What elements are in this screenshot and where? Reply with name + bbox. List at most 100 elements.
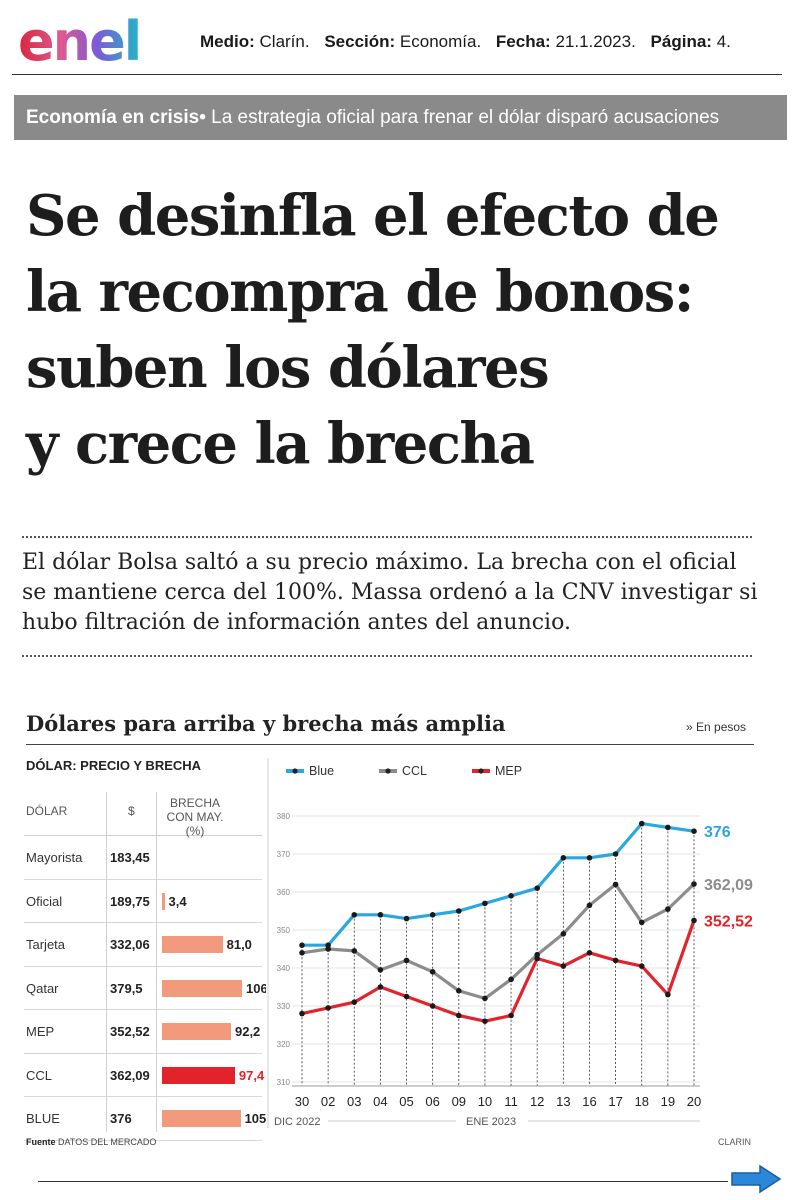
- brecha-bar: [162, 1110, 241, 1127]
- table-row: MEP 352,52 92,2: [24, 1010, 262, 1054]
- brecha-bar: [162, 979, 242, 997]
- brecha-bar: [162, 1066, 235, 1084]
- y-tick-label: 380: [277, 812, 291, 821]
- table-header: DÓLAR $ BRECHA CON MAY. (%): [24, 786, 262, 838]
- lead-paragraph: El dólar Bolsa saltó a su precio máximo.…: [22, 550, 758, 635]
- banner-section: Economía en crisis: [26, 107, 200, 128]
- data-point: [325, 1005, 331, 1011]
- dotted-divider: [22, 536, 752, 538]
- source-note: Fuente DATOS DEL MERCADO: [26, 1137, 157, 1147]
- data-point: [429, 969, 436, 975]
- data-point: [377, 967, 384, 973]
- data-point: [586, 902, 593, 909]
- data-point: [691, 917, 697, 924]
- dolar-price: 189,75: [110, 893, 150, 909]
- data-point: [665, 991, 671, 998]
- legend-marker: [385, 768, 391, 774]
- data-point: [482, 1018, 488, 1024]
- data-point: [299, 942, 305, 948]
- data-point: [456, 908, 462, 914]
- x-tick-label: 10: [478, 1094, 492, 1109]
- period-label: ENE 2023: [466, 1116, 516, 1128]
- headline: Se desinfla el efecto de la recompra de …: [26, 183, 720, 477]
- data-point: [612, 851, 619, 857]
- x-tick-label: 05: [399, 1094, 413, 1109]
- infographic-title: Dólares para arriba y brecha más amplia: [26, 711, 506, 736]
- brecha-value: 81,0: [226, 937, 252, 952]
- banner-text: La estrategia oficial para frenar el dól…: [211, 107, 720, 128]
- table-row: Qatar 379,5 106,9: [24, 967, 279, 1010]
- brecha-value: 92,2: [234, 1024, 261, 1039]
- data-point: [429, 1003, 436, 1009]
- data-point: [377, 984, 384, 990]
- dolar-name: Tarjeta: [26, 937, 66, 952]
- data-point: [429, 912, 436, 918]
- data-point: [482, 900, 488, 907]
- x-tick-label: 19: [661, 1094, 675, 1109]
- data-point: [482, 995, 488, 1002]
- dolar-price: 362,09: [110, 1067, 150, 1083]
- end-value-label: 362,09: [704, 877, 753, 894]
- table-row: CCL 362,09 97,4: [24, 1054, 265, 1097]
- dolar-price: 332,06: [110, 937, 150, 952]
- data-point: [665, 906, 671, 912]
- data-point: [612, 881, 619, 888]
- data-point: [403, 993, 410, 1000]
- dolar-name: Qatar: [26, 980, 59, 996]
- y-tick-label: 350: [277, 926, 291, 935]
- legend-label: CCL: [402, 764, 427, 778]
- column-divider: [106, 792, 107, 1132]
- price-table: DÓLAR $ BRECHA CON MAY. (%) Mayorista 183…: [24, 786, 279, 1141]
- x-tick-label: 09: [452, 1094, 466, 1109]
- legend-label: MEP: [495, 764, 522, 778]
- x-tick-label: 13: [556, 1094, 570, 1109]
- x-tick-label: 18: [634, 1094, 648, 1109]
- data-point: [299, 950, 305, 956]
- data-point: [325, 946, 331, 952]
- data-point: [351, 912, 358, 918]
- y-tick-label: 330: [277, 1002, 291, 1011]
- data-point: [508, 1012, 514, 1019]
- column-divider: [156, 792, 157, 1132]
- y-tick-label: 310: [277, 1078, 291, 1087]
- brecha-value: 97,4: [238, 1067, 265, 1083]
- period-label: DIC 2022: [274, 1116, 320, 1128]
- credit: CLARIN: [718, 1137, 752, 1147]
- next-page-arrow-icon[interactable]: [730, 1164, 782, 1194]
- dolar-price: 376: [110, 1111, 132, 1126]
- data-point: [534, 885, 540, 891]
- x-tick-label: 12: [530, 1094, 544, 1109]
- y-tick-label: 320: [277, 1040, 291, 1049]
- dolar-name: Oficial: [26, 893, 63, 909]
- dolar-price: 352,52: [110, 1024, 150, 1039]
- section-banner: Economía en crisis• La estrategia oficia…: [14, 95, 787, 140]
- unit-note: » En pesos: [686, 720, 747, 734]
- end-value-label: 352,52: [704, 913, 753, 930]
- table-title: DÓLAR: PRECIO Y BRECHA: [26, 758, 202, 773]
- legend-marker: [478, 768, 484, 774]
- table-row: Tarjeta 332,06 81,0: [24, 923, 262, 967]
- table-row: BLUE 376 105,0: [24, 1097, 277, 1141]
- brecha-value: 3,4: [168, 893, 187, 909]
- dolar-name: CCL: [26, 1067, 53, 1083]
- x-tick-label: 16: [582, 1094, 596, 1109]
- x-tick-label: 03: [347, 1094, 361, 1109]
- legend-label: Blue: [309, 764, 334, 778]
- data-point: [299, 1010, 305, 1017]
- y-tick-label: 370: [277, 850, 291, 859]
- dolar-name: Mayorista: [26, 850, 83, 865]
- dolar-price: 183,45: [110, 850, 150, 865]
- svg-text:enel: enel: [18, 16, 140, 66]
- enel-logo: enel: [18, 16, 142, 66]
- data-point: [351, 948, 358, 954]
- dotted-divider: [22, 655, 752, 657]
- chart-background: [266, 758, 758, 1128]
- dolar-name: BLUE: [26, 1111, 60, 1126]
- metadata-line: Medio: Clarín. Sección: Economía. Fecha:…: [200, 32, 731, 51]
- table-row: Mayorista 183,45: [24, 836, 262, 880]
- data-point: [612, 957, 619, 964]
- dolar-price: 379,5: [110, 980, 143, 996]
- header-rule: [12, 74, 782, 75]
- data-point: [560, 931, 567, 937]
- table-row: Oficial 189,75 3,4: [24, 880, 262, 923]
